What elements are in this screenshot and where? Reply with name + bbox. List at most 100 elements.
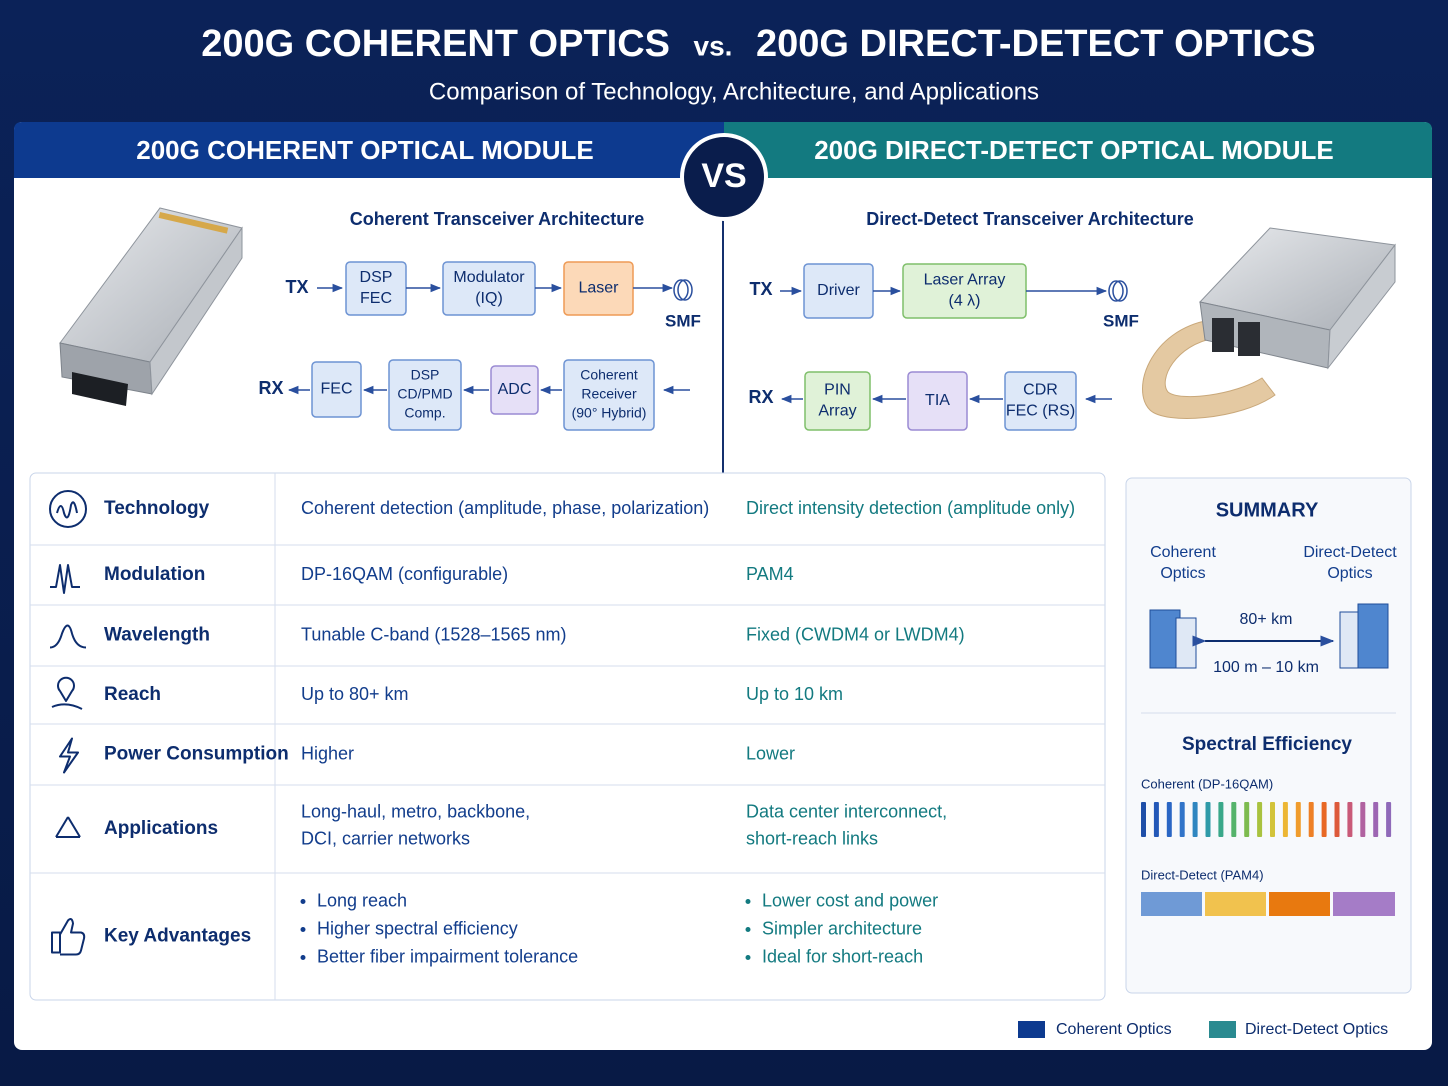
smf-label: SMF <box>1103 311 1139 330</box>
block <box>1004 371 1077 431</box>
vs-badge <box>680 133 768 221</box>
legend-label: Coherent Optics <box>1056 1021 1172 1038</box>
row-label: Modulation <box>104 564 205 585</box>
block-label: FEC <box>360 290 392 307</box>
bullet <box>745 955 751 960</box>
cell-text: Better fiber impairment tolerance <box>317 946 578 966</box>
block <box>490 365 539 415</box>
spectral-bar <box>1321 802 1327 837</box>
bullet <box>300 927 306 932</box>
subtitle: Comparison of Technology, Architecture, … <box>429 78 1039 105</box>
spectral-bar <box>1334 802 1340 837</box>
vs-label: VS <box>701 157 746 195</box>
spectral-bar <box>1231 802 1237 837</box>
cell-text: Ideal for short-reach <box>762 946 923 966</box>
building-icon <box>1149 609 1197 669</box>
spectral-bar <box>1386 802 1392 837</box>
building-icon <box>1339 603 1389 669</box>
cell-text: Lower cost and power <box>762 890 938 910</box>
row-label: Wavelength <box>104 625 210 646</box>
cell-text: DCI, carrier networks <box>301 828 470 848</box>
legend-label: Direct-Detect Optics <box>1245 1021 1388 1038</box>
cell-text: Lower <box>746 743 795 763</box>
arch-title-direct: Direct-Detect Transceiver Architecture <box>866 209 1193 229</box>
summary-right-label: Optics <box>1327 565 1372 582</box>
block-label: Laser Array <box>924 272 1006 289</box>
bullet <box>745 899 751 904</box>
cell-text: Data center interconnect, <box>746 801 947 821</box>
cell-text: Higher spectral efficiency <box>317 918 518 938</box>
spectral-coherent-label: Coherent (DP-16QAM) <box>1141 776 1273 791</box>
row-icon <box>55 816 81 838</box>
cell-text: short-reach links <box>746 828 878 848</box>
spectral-bar <box>1141 802 1146 837</box>
cell-text: Up to 10 km <box>746 684 843 704</box>
block-label: Comp. <box>404 405 445 421</box>
header-band-coherent <box>14 122 724 178</box>
block-label: Driver <box>817 282 860 299</box>
block <box>907 371 968 431</box>
block <box>388 359 462 431</box>
spectral-bar <box>1373 802 1379 837</box>
cell-text: Up to 80+ km <box>301 684 409 704</box>
cell-text: Long reach <box>317 890 407 910</box>
block-label: DSP <box>360 269 393 286</box>
block-label: Coherent <box>580 367 638 383</box>
direct-module-image <box>1142 227 1396 419</box>
row-icon <box>49 490 87 528</box>
title-right: 200G DIRECT-DETECT OPTICS <box>756 23 1316 65</box>
block-label: Array <box>818 403 856 420</box>
fiber-coil <box>1112 280 1128 302</box>
block-label: (90° Hybrid) <box>572 405 647 421</box>
cell-text: Tunable C-band (1528–1565 nm) <box>301 624 567 644</box>
block <box>563 359 655 431</box>
bullet <box>300 899 306 904</box>
rx-label: RX <box>748 387 773 407</box>
tx-label: TX <box>285 277 308 297</box>
pam4-block <box>1333 892 1395 916</box>
legend-swatch <box>1209 1021 1236 1038</box>
row-icon <box>51 676 83 710</box>
cell-text: DP-16QAM (configurable) <box>301 564 508 584</box>
spectral-bar <box>1270 802 1275 837</box>
summary-panel <box>1125 477 1412 994</box>
heading-direct: 200G DIRECT-DETECT OPTICAL MODULE <box>814 135 1334 165</box>
cell-text: PAM4 <box>746 564 794 584</box>
summary-left-label: Optics <box>1160 565 1205 582</box>
block-label: Laser <box>578 280 619 297</box>
spectral-bar <box>1218 802 1224 837</box>
cell-text: Higher <box>301 743 354 763</box>
heading-coherent: 200G COHERENT OPTICAL MODULE <box>136 135 593 165</box>
pam4-block <box>1141 892 1202 916</box>
distance-bottom: 100 m – 10 km <box>1213 659 1319 676</box>
row-label: Technology <box>104 498 210 519</box>
pam4-block <box>1205 892 1266 916</box>
spectral-bar <box>1295 802 1301 837</box>
block-label: PIN <box>824 382 851 399</box>
spectral-bar <box>1192 802 1198 837</box>
block-label: FEC (RS) <box>1006 403 1075 420</box>
pam4-block <box>1269 892 1330 916</box>
cell-text: Fixed (CWDM4 or LWDM4) <box>746 624 965 644</box>
summary-left-label: Coherent <box>1150 544 1216 561</box>
spectral-bar <box>1179 802 1185 837</box>
cell-text: Long-haul, metro, backbone, <box>301 801 530 821</box>
header-band-direct <box>724 122 1432 178</box>
row-icon <box>50 564 80 594</box>
spectral-direct-label: Direct-Detect (PAM4) <box>1141 867 1264 882</box>
rx-label: RX <box>258 378 283 398</box>
title-vs: vs. <box>694 30 733 61</box>
summary-right-label: Direct-Detect <box>1303 544 1397 561</box>
block-label: DSP <box>411 367 440 383</box>
row-label: Key Advantages <box>104 926 251 947</box>
block-label: FEC <box>321 381 353 398</box>
block-label: CDR <box>1023 382 1058 399</box>
block-label: TIA <box>925 392 950 409</box>
row-icon <box>59 737 79 774</box>
fiber-coil <box>1108 280 1124 302</box>
cell-text: Simpler architecture <box>762 918 922 938</box>
summary-title: SUMMARY <box>1216 499 1319 521</box>
title-left: 200G COHERENT OPTICS <box>201 23 670 65</box>
